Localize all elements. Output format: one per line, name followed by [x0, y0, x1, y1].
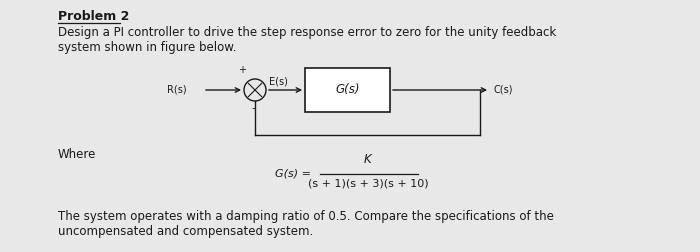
Text: Design a PI controller to drive the step response error to zero for the unity fe: Design a PI controller to drive the step… — [58, 26, 556, 39]
Bar — [305, 68, 390, 112]
Text: system shown in figure below.: system shown in figure below. — [58, 41, 237, 54]
Text: E(s): E(s) — [269, 76, 288, 86]
Text: -: - — [251, 103, 255, 113]
Text: The system operates with a damping ratio of 0.5. Compare the specifications of t: The system operates with a damping ratio… — [58, 210, 554, 223]
Text: C(s): C(s) — [493, 85, 512, 95]
Text: G(s): G(s) — [335, 83, 360, 97]
Text: +: + — [238, 65, 246, 75]
Text: R(s): R(s) — [167, 85, 187, 95]
Text: K: K — [364, 153, 372, 166]
Text: (s + 1)(s + 3)(s + 10): (s + 1)(s + 3)(s + 10) — [308, 178, 428, 188]
Text: Where: Where — [58, 148, 97, 161]
Text: uncompensated and compensated system.: uncompensated and compensated system. — [58, 225, 314, 238]
Text: Problem 2: Problem 2 — [58, 10, 130, 23]
Text: G(s) =: G(s) = — [275, 169, 311, 179]
